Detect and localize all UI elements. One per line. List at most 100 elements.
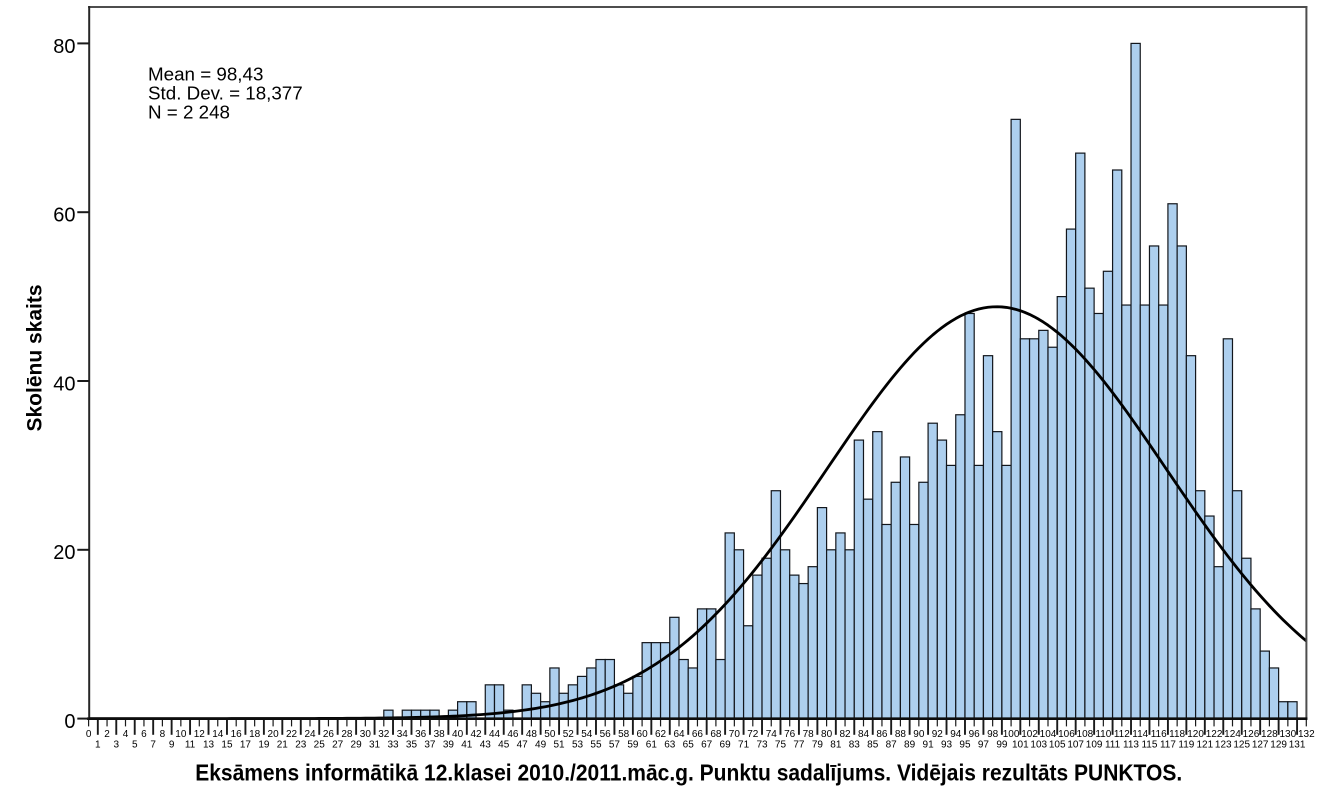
svg-text:52: 52 [563,729,575,740]
svg-text:79: 79 [812,740,824,751]
svg-text:123: 123 [1215,740,1232,751]
svg-text:4: 4 [123,729,129,740]
svg-text:106: 106 [1058,729,1075,740]
svg-text:73: 73 [756,740,768,751]
svg-text:124: 124 [1224,729,1241,740]
svg-text:48: 48 [526,729,538,740]
svg-text:67: 67 [701,740,713,751]
svg-text:22: 22 [286,729,298,740]
svg-text:Eksāmens informātikā 12.klasei: Eksāmens informātikā 12.klasei 2010./201… [195,760,1182,786]
svg-text:77: 77 [793,740,805,751]
svg-text:49: 49 [535,740,547,751]
svg-text:94: 94 [950,729,962,740]
svg-text:55: 55 [590,740,602,751]
svg-text:29: 29 [351,740,363,751]
svg-text:17: 17 [240,740,252,751]
svg-text:110: 110 [1095,729,1111,740]
svg-text:13: 13 [203,740,215,751]
svg-text:20: 20 [53,542,75,564]
svg-text:6: 6 [141,729,147,740]
svg-text:105: 105 [1049,740,1066,751]
svg-text:87: 87 [886,740,898,751]
svg-text:33: 33 [387,740,399,751]
svg-text:11: 11 [185,740,196,751]
svg-text:80: 80 [53,36,75,58]
svg-text:7: 7 [150,740,156,751]
svg-text:101: 101 [1012,740,1029,751]
svg-text:44: 44 [489,729,501,740]
svg-text:0: 0 [86,729,92,740]
svg-text:34: 34 [397,729,409,740]
svg-text:121: 121 [1196,740,1213,751]
svg-text:115: 115 [1141,740,1157,751]
svg-text:114: 114 [1132,729,1148,740]
svg-text:100: 100 [1003,729,1020,740]
svg-text:Skolēnu skaits: Skolēnu skaits [24,284,47,431]
svg-text:107: 107 [1067,740,1084,751]
svg-text:60: 60 [637,729,649,740]
svg-text:92: 92 [932,729,944,740]
svg-text:127: 127 [1252,740,1269,751]
svg-text:2: 2 [104,729,110,740]
svg-text:128: 128 [1261,729,1278,740]
svg-text:86: 86 [876,729,888,740]
svg-text:78: 78 [803,729,815,740]
svg-text:120: 120 [1187,729,1204,740]
svg-text:57: 57 [609,740,621,751]
svg-text:14: 14 [212,729,224,740]
svg-text:75: 75 [775,740,787,751]
svg-text:111: 111 [1105,740,1121,751]
svg-text:37: 37 [424,740,436,751]
svg-text:131: 131 [1289,740,1306,751]
svg-text:99: 99 [996,740,1008,751]
svg-text:102: 102 [1021,729,1038,740]
svg-text:27: 27 [332,740,344,751]
svg-text:26: 26 [323,729,335,740]
svg-text:69: 69 [720,740,732,751]
svg-text:96: 96 [969,729,981,740]
svg-text:41: 41 [461,740,473,751]
svg-text:68: 68 [710,729,722,740]
svg-text:28: 28 [341,729,353,740]
svg-text:129: 129 [1270,740,1287,751]
svg-text:122: 122 [1206,729,1223,740]
svg-text:130: 130 [1280,729,1297,740]
svg-text:103: 103 [1030,740,1047,751]
svg-text:116: 116 [1151,729,1167,740]
svg-text:108: 108 [1077,729,1094,740]
svg-text:31: 31 [369,740,381,751]
svg-text:81: 81 [830,740,842,751]
svg-text:64: 64 [673,729,685,740]
svg-text:36: 36 [415,729,427,740]
svg-text:56: 56 [600,729,612,740]
svg-text:Std. Dev. = 18,377: Std. Dev. = 18,377 [148,83,303,104]
svg-text:N = 2 248: N = 2 248 [148,101,230,122]
svg-text:51: 51 [554,740,566,751]
svg-text:12: 12 [194,729,206,740]
svg-text:23: 23 [295,740,307,751]
svg-text:5: 5 [132,740,138,751]
svg-text:0: 0 [64,711,75,733]
svg-text:8: 8 [160,729,166,740]
svg-text:126: 126 [1243,729,1260,740]
svg-text:46: 46 [507,729,519,740]
svg-text:9: 9 [169,740,175,751]
svg-text:20: 20 [268,729,280,740]
svg-text:85: 85 [867,740,879,751]
svg-text:62: 62 [655,729,667,740]
svg-text:88: 88 [895,729,907,740]
svg-text:97: 97 [978,740,990,751]
svg-text:83: 83 [849,740,861,751]
svg-text:3: 3 [113,740,119,751]
svg-text:90: 90 [913,729,925,740]
svg-text:15: 15 [221,740,233,751]
svg-text:50: 50 [544,729,556,740]
svg-text:104: 104 [1040,729,1057,740]
svg-text:82: 82 [839,729,851,740]
svg-text:54: 54 [581,729,593,740]
svg-text:45: 45 [498,740,510,751]
svg-text:63: 63 [664,740,676,751]
svg-text:70: 70 [729,729,741,740]
svg-text:117: 117 [1160,740,1176,751]
svg-text:125: 125 [1233,740,1250,751]
